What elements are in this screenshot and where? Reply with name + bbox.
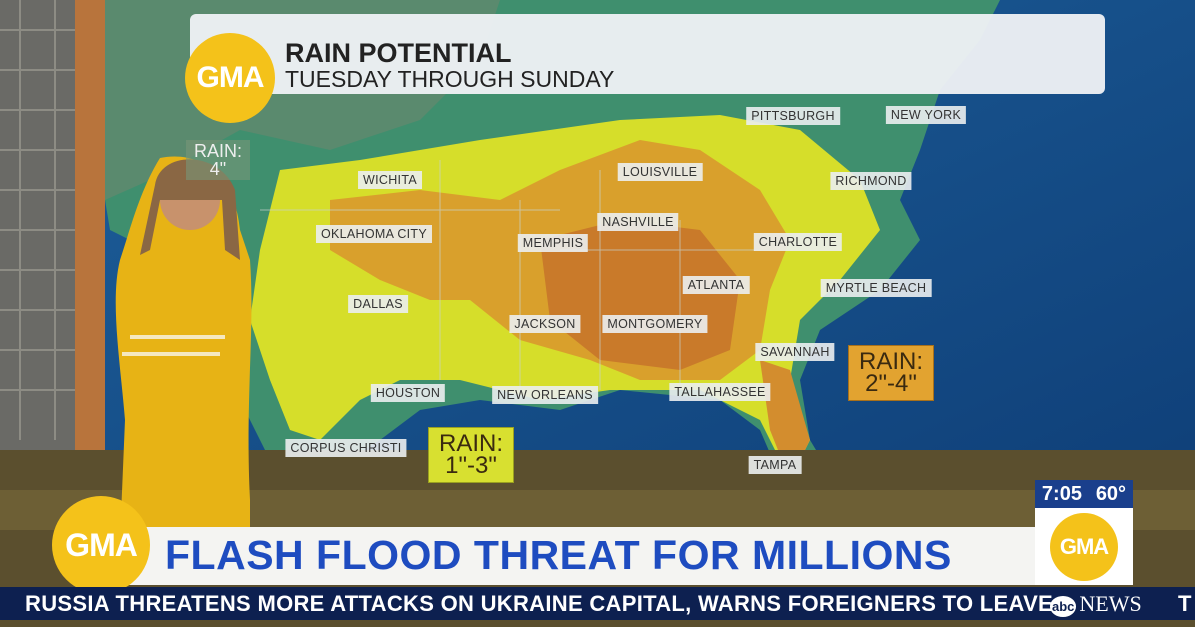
city-label: NEW YORK	[885, 106, 967, 124]
city-label: JACKSON	[509, 315, 581, 333]
city-label: MONTGOMERY	[602, 315, 708, 333]
city-label: NEW ORLEANS	[492, 386, 598, 404]
headline-bar	[120, 527, 1035, 585]
headline: FLASH FLOOD THREAT FOR MILLIONS	[165, 532, 952, 578]
city-label: MYRTLE BEACH	[820, 279, 932, 297]
city-label: OKLAHOMA CITY	[315, 225, 433, 243]
clock-bar: 7:05 60°	[1035, 480, 1133, 508]
city-label: ATLANTA	[682, 276, 750, 294]
map-title: RAIN POTENTIAL	[285, 38, 512, 68]
city-label: NASHVILLE	[597, 213, 679, 231]
ticker-bar	[0, 587, 1195, 620]
rain-callout: RAIN: 1"-3"	[428, 427, 515, 483]
city-label: CORPUS CHRISTI	[285, 439, 407, 457]
city-label: WICHITA	[358, 171, 422, 189]
city-label: RICHMOND	[830, 172, 912, 190]
temperature: 60°	[1095, 482, 1127, 505]
callout-value: 1"-3"	[445, 452, 497, 479]
rain-callout: RAIN: 4"	[186, 140, 251, 180]
city-label: PITTSBURGH	[746, 107, 840, 125]
map-subtitle: TUESDAY THROUGH SUNDAY	[285, 66, 615, 92]
rain-callout: RAIN: 2"-4"	[848, 345, 935, 401]
city-label: SAVANNAH	[755, 343, 835, 361]
ticker-next: T	[1178, 591, 1192, 616]
time: 7:05	[1041, 482, 1082, 505]
gma-logo: GMA	[1050, 513, 1118, 581]
city-label: HOUSTON	[370, 384, 446, 402]
city-label: DALLAS	[348, 295, 408, 313]
network-logo: abc NEWS	[1050, 591, 1142, 617]
callout-value: 2"-4"	[865, 370, 917, 397]
city-label: CHARLOTTE	[753, 233, 843, 251]
city-label: MEMPHIS	[517, 234, 589, 252]
callout-label: RAIN:	[194, 141, 243, 161]
callout-label: RAIN:	[439, 430, 504, 457]
network-name: NEWS	[1079, 591, 1142, 616]
ticker-text: RUSSIA THREATENS MORE ATTACKS ON UKRAINE…	[25, 591, 1054, 616]
gma-logo: GMA	[52, 496, 150, 594]
city-label: TALLAHASSEE	[669, 383, 771, 401]
city-label: LOUISVILLE	[617, 163, 703, 181]
gma-logo: GMA	[185, 33, 275, 123]
city-label: TAMPA	[748, 456, 802, 474]
callout-value: 4"	[209, 159, 227, 179]
title-panel	[190, 14, 1105, 94]
callout-label: RAIN:	[859, 348, 924, 375]
network-prefix: abc	[1050, 596, 1077, 617]
